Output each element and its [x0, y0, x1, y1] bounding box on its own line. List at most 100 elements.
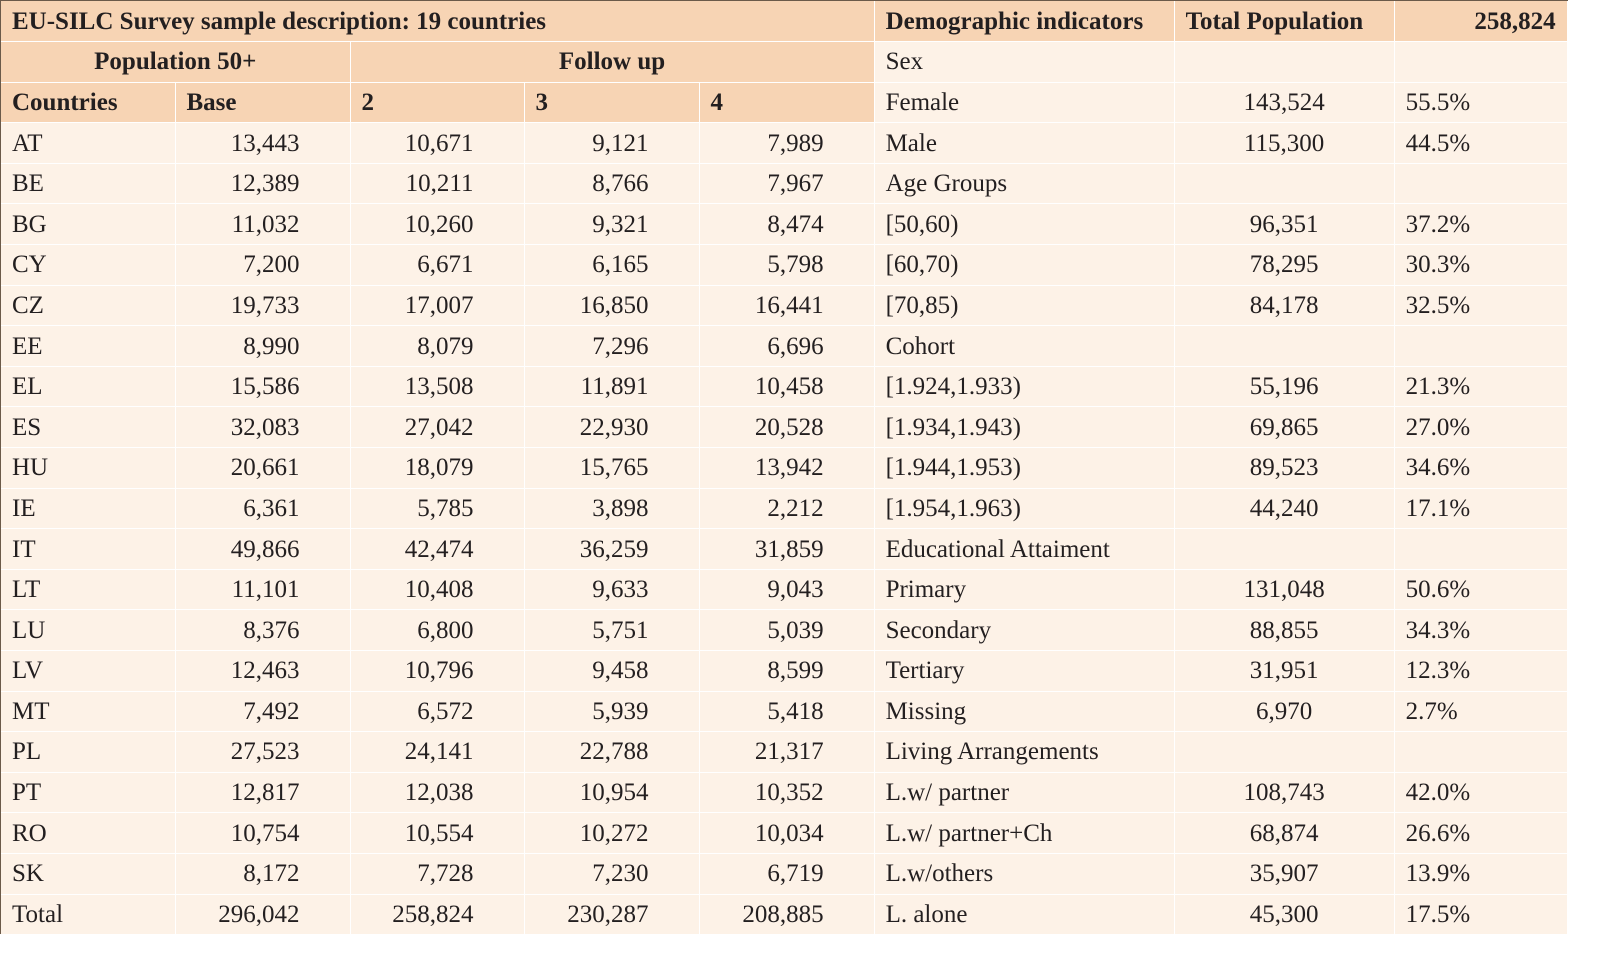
demo-percent: 21.3%	[1394, 366, 1568, 408]
followup-4-count: 21,317	[699, 731, 875, 773]
demo-count: 45,300	[1174, 894, 1395, 936]
demo-label: [60,70)	[874, 244, 1175, 286]
country-code: AT	[1, 122, 176, 164]
demo-count: 35,907	[1174, 853, 1395, 895]
followup-2-count: 10,796	[350, 650, 525, 692]
demo-percent: 12.3%	[1394, 650, 1568, 692]
followup-3-count: 22,788	[524, 731, 700, 773]
followup-3-count: 11,891	[524, 366, 700, 408]
demo-label: [1.944,1.953)	[874, 447, 1175, 489]
demo-percent: 13.9%	[1394, 853, 1568, 895]
demo-percent	[1394, 731, 1568, 773]
demo-count: 6,970	[1174, 691, 1395, 733]
demo-label: Age Groups	[874, 163, 1175, 205]
table-row: LV 12,463 10,796 9,458 8,599 Tertiary 31,951 12…	[1, 650, 1568, 692]
demo-label: Female	[874, 82, 1175, 124]
table-row: BE 12,389 10,211 8,766 7,967 Age Groups	[1, 163, 1568, 205]
demographic-header: Demographic indicators	[874, 1, 1175, 43]
col-header-followup-4: 4	[699, 82, 875, 124]
followup-3-count: 9,633	[524, 569, 700, 611]
demo-label: [70,85)	[874, 285, 1175, 327]
demo-label: Cohort	[874, 325, 1175, 367]
followup-4-count: 7,989	[699, 122, 875, 164]
followup-3-count: 9,321	[524, 203, 700, 246]
demo-label: L.w/ partner+Ch	[874, 812, 1175, 854]
title-row: EU-SILC Survey sample description: 19 co…	[1, 1, 1568, 43]
followup-2-count: 18,079	[350, 447, 525, 489]
followup-2-count: 6,572	[350, 691, 525, 733]
base-count: 12,389	[175, 163, 351, 205]
demo-percent: 37.2%	[1394, 203, 1568, 246]
followup-3-count: 22,930	[524, 406, 700, 449]
base-count: 49,866	[175, 528, 351, 570]
demo-label: L. alone	[874, 894, 1175, 936]
demo-count: 96,351	[1174, 203, 1395, 246]
followup-2-count: 17,007	[350, 285, 525, 327]
table-title: EU-SILC Survey sample description: 19 co…	[1, 1, 875, 43]
country-code: IE	[1, 488, 176, 530]
base-count: 19,733	[175, 285, 351, 327]
country-code: SK	[1, 853, 176, 895]
followup-3-count: 15,765	[524, 447, 700, 489]
country-code: EL	[1, 366, 176, 408]
followup-3-count: 9,121	[524, 122, 700, 164]
demo-count	[1174, 325, 1395, 367]
followup-2-count: 6,671	[350, 244, 525, 286]
demo-percent: 34.3%	[1394, 609, 1568, 651]
demo-percent: 42.0%	[1394, 772, 1568, 814]
table-row: Total 296,042 258,824 230,287 208,885 L. alon…	[1, 894, 1568, 936]
survey-table: EU-SILC Survey sample description: 19 co…	[1, 1, 1568, 936]
followup-4-count: 31,859	[699, 528, 875, 570]
followup-2-count: 258,824	[350, 894, 525, 936]
demo-percent: 32.5%	[1394, 285, 1568, 327]
followup-4-count: 2,212	[699, 488, 875, 530]
followup-2-count: 10,408	[350, 569, 525, 611]
followup-2-count: 13,508	[350, 366, 525, 408]
followup-3-count: 10,272	[524, 812, 700, 854]
country-code: PL	[1, 731, 176, 773]
followup-4-count: 5,418	[699, 691, 875, 733]
demo-label: [50,60)	[874, 203, 1175, 246]
demo-count: 78,295	[1174, 244, 1395, 286]
base-count: 15,586	[175, 366, 351, 408]
followup-4-count: 10,352	[699, 772, 875, 814]
followup-4-count: 10,034	[699, 812, 875, 854]
table-row: IE 6,361 5,785 3,898 2,212 [1.954,1.963) 44,24…	[1, 488, 1568, 530]
followup-3-count: 9,458	[524, 650, 700, 692]
followup-4-count: 6,696	[699, 325, 875, 367]
followup-2-count: 24,141	[350, 731, 525, 773]
table-row: ES 32,083 27,042 22,930 20,528 [1.934,1.943) 6…	[1, 406, 1568, 449]
demo-label: Secondary	[874, 609, 1175, 651]
followup-3-count: 10,954	[524, 772, 700, 814]
base-count: 27,523	[175, 731, 351, 773]
column-header-row: Countries Base 2 3 4 Female 143,524 55.5…	[1, 82, 1568, 124]
followup-3-count: 230,287	[524, 894, 700, 936]
base-count: 8,376	[175, 609, 351, 651]
demo-count: 89,523	[1174, 447, 1395, 489]
base-count: 32,083	[175, 406, 351, 449]
followup-4-count: 7,967	[699, 163, 875, 205]
demo-percent: 17.1%	[1394, 488, 1568, 530]
col-header-followup-2: 2	[350, 82, 525, 124]
demo-label: Missing	[874, 691, 1175, 733]
followup-2-count: 12,038	[350, 772, 525, 814]
country-code: LT	[1, 569, 176, 611]
demo-count: 108,743	[1174, 772, 1395, 814]
demo-label: Living Arrangements	[874, 731, 1175, 773]
table-row: EL 15,586 13,508 11,891 10,458 [1.924,1.933) 5…	[1, 366, 1568, 408]
followup-2-count: 7,728	[350, 853, 525, 895]
demo-percent: 30.3%	[1394, 244, 1568, 286]
demo-count	[1174, 731, 1395, 773]
group-header-row: Population 50+ Follow up Sex	[1, 41, 1568, 83]
followup-2-count: 42,474	[350, 528, 525, 570]
total-population-label: Total Population	[1174, 1, 1395, 43]
demo-count: 131,048	[1174, 569, 1395, 611]
table-row: SK 8,172 7,728 7,230 6,719 L.w/others 35,907 13…	[1, 853, 1568, 895]
followup-4-count: 8,474	[699, 203, 875, 246]
demo-percent	[1394, 163, 1568, 205]
followup-4-count: 13,942	[699, 447, 875, 489]
followup-4-count: 208,885	[699, 894, 875, 936]
sex-label: Sex	[874, 41, 1175, 83]
country-code: BG	[1, 203, 176, 246]
followup-4-count: 6,719	[699, 853, 875, 895]
